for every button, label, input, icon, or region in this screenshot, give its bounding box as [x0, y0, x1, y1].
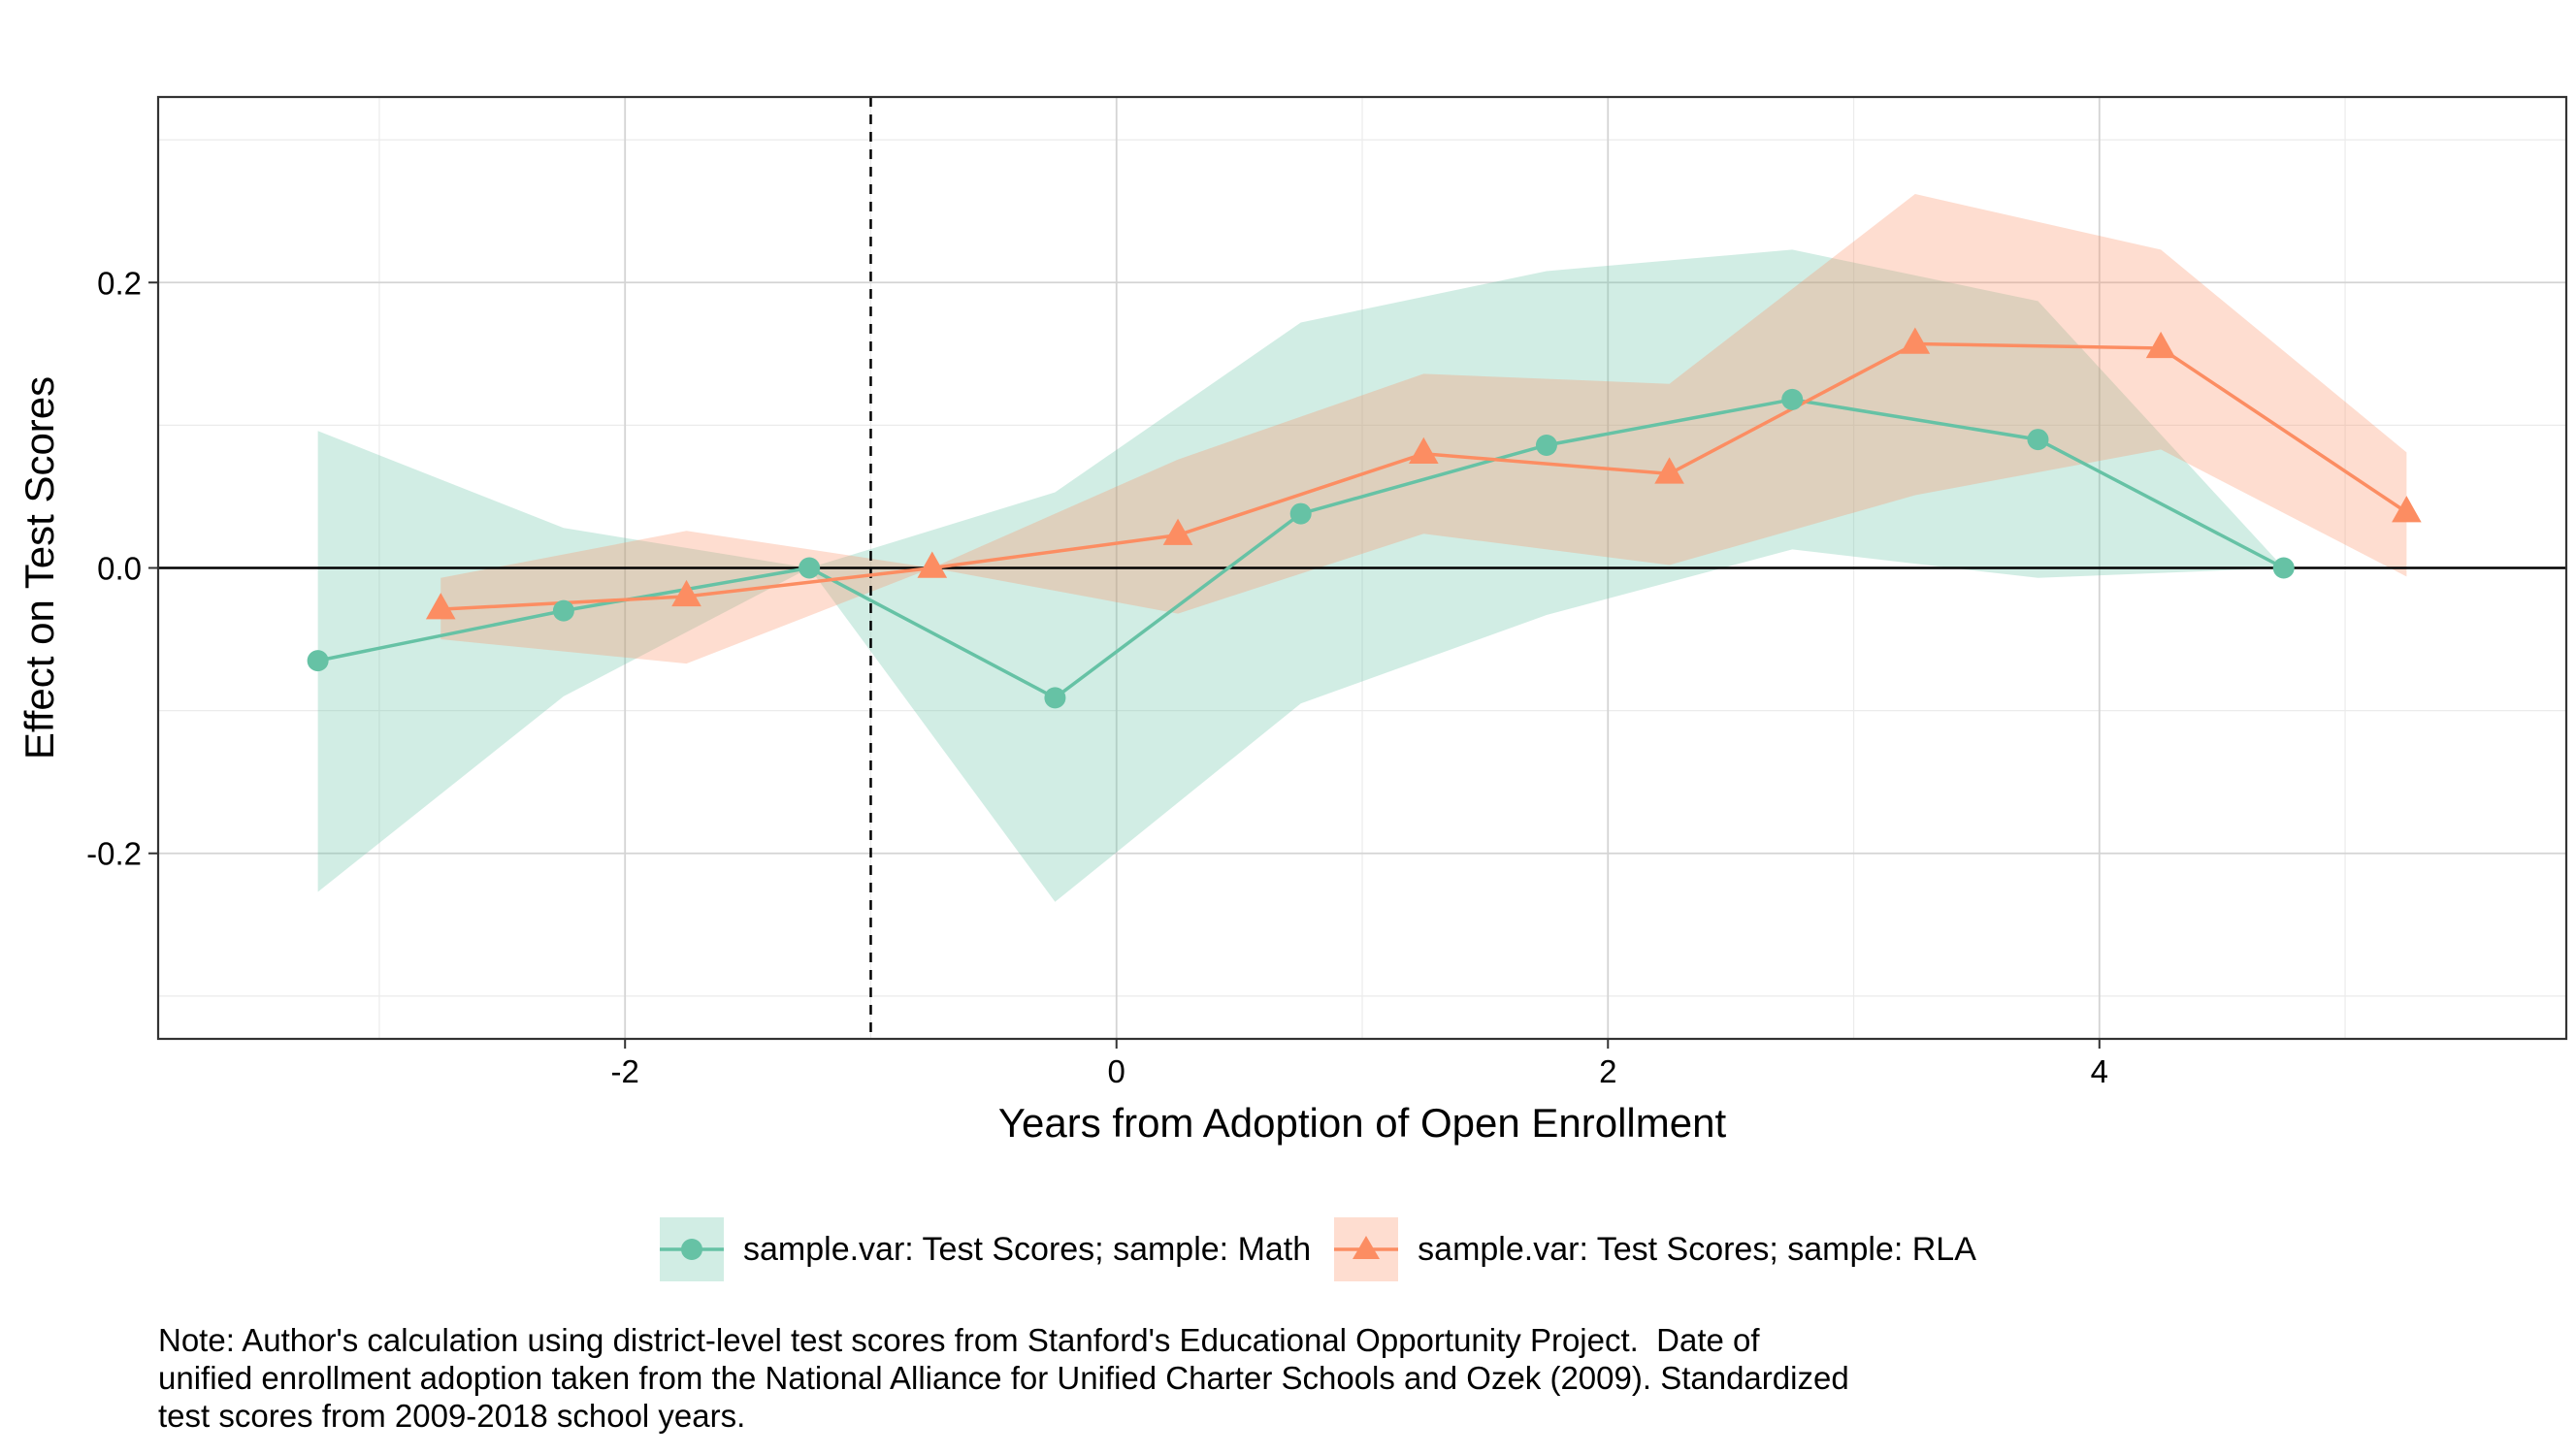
data-point [2145, 331, 2176, 359]
data-point [2392, 496, 2422, 523]
data-point [1162, 518, 1193, 545]
legend-key-rla [1334, 1217, 1399, 1281]
data-point [307, 650, 329, 672]
x-tick-label: 0 [1108, 1053, 1125, 1089]
confidence-band [440, 194, 2407, 664]
y-axis-label: Effect on Test Scores [16, 376, 62, 760]
figure-note: Note: Author's calculation using distric… [158, 1321, 2390, 1435]
data-point [1409, 436, 1439, 465]
y-tick-label: 0.2 [97, 265, 142, 301]
data-point [1900, 327, 1931, 354]
note-line: Note: Author's calculation using distric… [158, 1322, 1760, 1358]
data-point [1289, 502, 1312, 525]
legend-label-rla: sample.var: Test Scores; sample: RLA [1418, 1230, 1976, 1268]
confidence-bands [317, 194, 2407, 902]
x-tick-label: 2 [1599, 1053, 1616, 1089]
y-tick-label: 0.0 [97, 551, 142, 587]
series-markers [307, 327, 2422, 709]
reference-lines [158, 97, 2566, 1039]
data-point [1654, 457, 1684, 484]
legend: sample.var: Test Scores; sample: Math sa… [660, 1215, 2000, 1283]
legend-label-math: sample.var: Test Scores; sample: Math [743, 1230, 1312, 1268]
note-line: test scores from 2009-2018 school years. [158, 1398, 746, 1434]
data-point [2027, 429, 2049, 451]
legend-key-math [660, 1217, 724, 1281]
x-axis-ticks: -2 0 2 4 [611, 1039, 2108, 1089]
confidence-band [317, 249, 2284, 902]
data-point [425, 593, 456, 620]
data-point [799, 557, 821, 579]
legend-key-rla-marker [1353, 1236, 1381, 1259]
data-point [917, 551, 948, 578]
y-axis-ticks: -0.2 0.0 0.2 [86, 265, 158, 872]
x-axis-label: Years from Adoption of Open Enrollment [998, 1100, 1727, 1146]
data-point [1044, 687, 1066, 709]
data-point [1781, 388, 1804, 410]
legend-item-math: sample.var: Test Scores; sample: Math [660, 1217, 1311, 1281]
data-point [671, 579, 701, 607]
data-point [2272, 557, 2295, 579]
note-line: unified enrollment adoption taken from t… [158, 1360, 1849, 1396]
legend-key-math-marker [681, 1239, 702, 1260]
legend-item-rla: sample.var: Test Scores; sample: RLA [1334, 1217, 1976, 1281]
data-point [552, 599, 574, 622]
y-tick-label: -0.2 [86, 836, 142, 872]
data-point [1535, 434, 1557, 456]
x-tick-label: 4 [2091, 1053, 2108, 1089]
x-tick-label: -2 [611, 1053, 639, 1089]
